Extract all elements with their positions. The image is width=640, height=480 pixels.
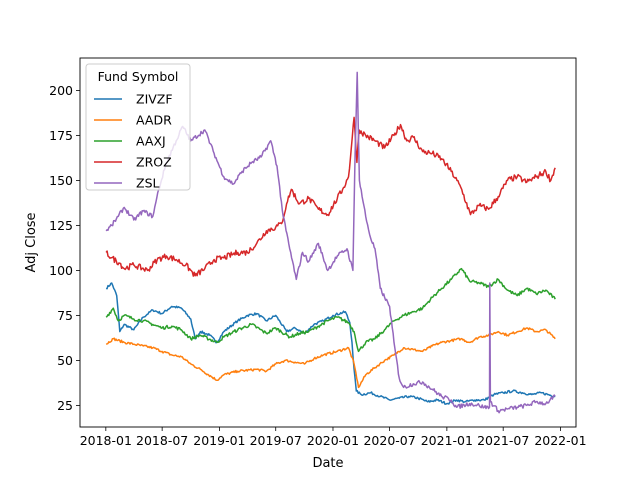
legend-label-zroz: ZROZ: [136, 155, 172, 170]
legend-label-zsl: ZSL: [136, 176, 159, 191]
y-tick-label: 150: [49, 173, 73, 188]
x-tick-label: 2019-07: [250, 433, 302, 448]
y-tick-label: 175: [49, 128, 73, 143]
series-line-aadr: [105, 327, 556, 389]
legend-items: ZIVZF AADR AAXJ ZROZ ZSL: [94, 92, 173, 191]
y-tick-label: 200: [49, 83, 73, 98]
y-tick-label: 50: [57, 353, 73, 368]
series-line-zivzf: [105, 282, 556, 405]
series-layer: [105, 71, 556, 414]
series-line-zroz: [105, 116, 556, 277]
legend-box: [85, 63, 191, 191]
x-tick-label: 2021-07: [477, 433, 529, 448]
x-axis: 2018-01 2018-07 2019-01 2019-07 2020-01 2020-…: [80, 427, 587, 448]
legend-title: Fund Symbol: [98, 69, 179, 84]
plot-area: [105, 71, 556, 414]
y-axis-title: Adj Close: [24, 212, 39, 272]
x-tick-label: 2021-01: [421, 433, 473, 448]
y-tick-label: 125: [49, 218, 73, 233]
x-tick-label: 2022-01: [534, 433, 586, 448]
y-axis: 25 50 75 100 125 150 175 200: [49, 83, 80, 413]
x-tick-label: 2020-01: [307, 433, 359, 448]
x-tick-label: 2019-01: [193, 433, 245, 448]
y-tick-label: 25: [57, 398, 73, 413]
plot-frame: [79, 57, 577, 428]
y-tick-label: 75: [57, 308, 73, 323]
legend: Fund Symbol ZIVZF AADR AAXJ ZROZ ZSL: [85, 63, 191, 191]
series-line-aaxj: [105, 267, 556, 353]
legend-label-aaxj: AAXJ: [136, 134, 166, 149]
x-tick-label: 2020-07: [363, 433, 415, 448]
x-tick-label: 2018-07: [136, 433, 188, 448]
x-axis-title: Date: [312, 456, 343, 471]
legend-label-zivzf: ZIVZF: [136, 92, 173, 107]
y-tick-label: 100: [49, 263, 73, 278]
x-tick-label: 2018-01: [80, 433, 132, 448]
legend-label-aadr: AADR: [136, 113, 172, 128]
